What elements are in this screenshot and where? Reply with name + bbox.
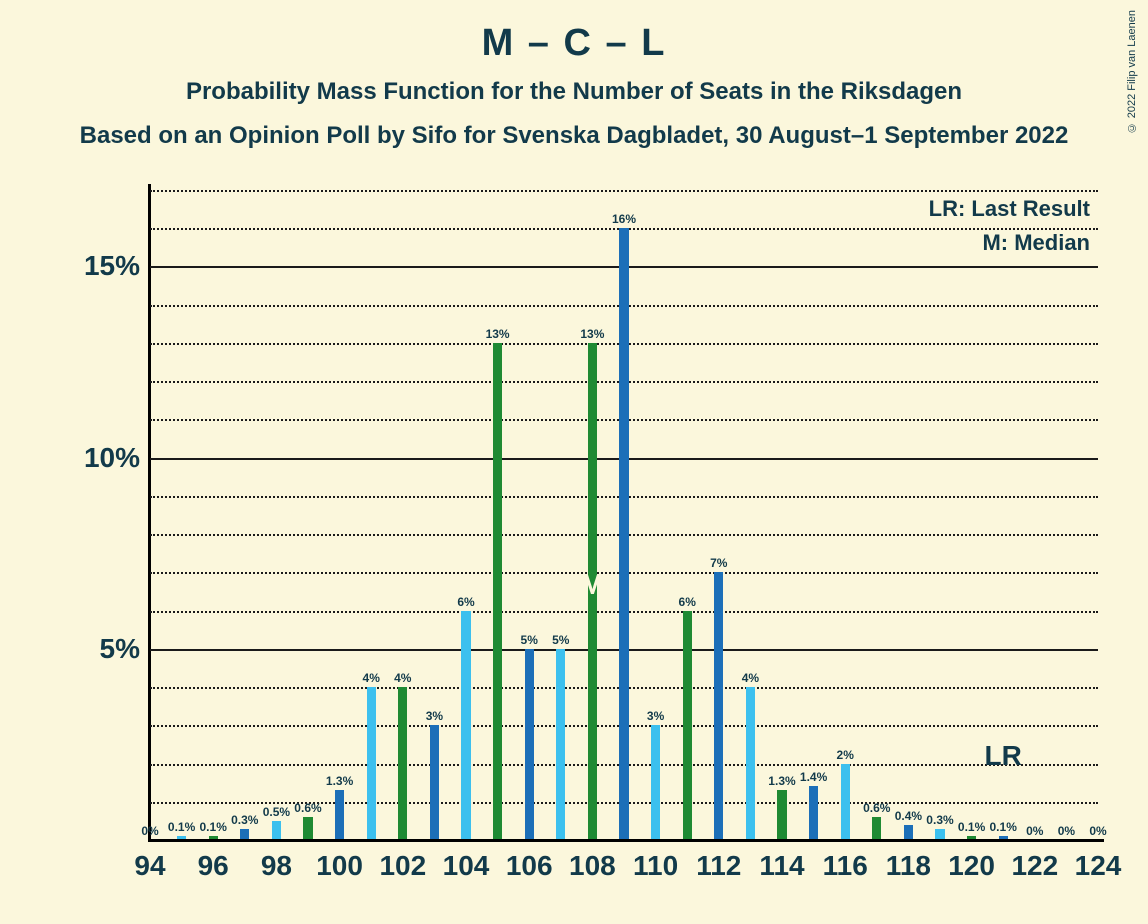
bar: 1.4%	[809, 786, 818, 840]
bar-value-label: 0.5%	[263, 805, 290, 821]
y-axis-label: 15%	[84, 250, 150, 282]
x-axis-label: 122	[1011, 850, 1058, 882]
bar-value-label: 2%	[837, 748, 854, 764]
x-axis-label: 104	[443, 850, 490, 882]
chart-subtitle-2: Based on an Opinion Poll by Sifo for Sve…	[0, 122, 1148, 150]
y-axis-label: 5%	[100, 633, 150, 665]
bar-value-label: 13%	[580, 327, 604, 343]
x-axis-label: 112	[696, 850, 741, 882]
bar: 1.3%	[335, 790, 344, 840]
bar-value-label: 16%	[612, 212, 636, 228]
bar: 16%	[619, 228, 628, 840]
bar-value-label: 4%	[394, 671, 411, 687]
bar-value-label: 0%	[141, 824, 158, 840]
x-axis-line	[148, 839, 1104, 842]
bar-value-label: 0.1%	[990, 820, 1017, 836]
chart-subtitle-1: Probability Mass Function for the Number…	[0, 78, 1148, 106]
bar-value-label: 0%	[1058, 824, 1075, 840]
x-axis-label: 96	[198, 850, 229, 882]
gridline-minor	[150, 190, 1098, 192]
x-axis-label: 120	[948, 850, 995, 882]
bar: 0.5%	[272, 821, 281, 840]
bar: 4%	[367, 687, 376, 840]
x-axis-label: 116	[823, 850, 868, 882]
bar-value-label: 4%	[363, 671, 380, 687]
bar-value-label: 3%	[647, 709, 664, 725]
x-axis-label: 106	[506, 850, 553, 882]
bar-value-label: 5%	[552, 633, 569, 649]
bar-value-label: 1.3%	[326, 774, 353, 790]
bar-value-label: 0.6%	[294, 801, 321, 817]
x-axis-label: 108	[569, 850, 616, 882]
bar-value-label: 3%	[426, 709, 443, 725]
bar: 4%	[398, 687, 407, 840]
bar: 3%	[430, 725, 439, 840]
bar: 4%	[746, 687, 755, 840]
chart-title: M – C – L	[0, 22, 1148, 65]
bar: 2%	[841, 764, 850, 840]
bar-value-label: 6%	[457, 595, 474, 611]
bar: 3%	[651, 725, 660, 840]
legend-last-result: LR: Last Result	[929, 196, 1090, 222]
bar-value-label: 0.3%	[231, 813, 258, 829]
bar-value-label: 5%	[521, 633, 538, 649]
bar-value-label: 0.3%	[926, 813, 953, 829]
bar: 6%	[461, 611, 470, 840]
last-result-marker: LR	[985, 740, 1022, 772]
x-axis-label: 100	[316, 850, 363, 882]
x-axis-label: 118	[886, 850, 931, 882]
bar: 7%	[714, 572, 723, 840]
bar: 6%	[683, 611, 692, 840]
bar: 5%	[525, 649, 534, 840]
x-axis-label: 94	[134, 850, 165, 882]
bar: 0.6%	[872, 817, 881, 840]
y-axis-label: 10%	[84, 442, 150, 474]
bar-value-label: 0.4%	[895, 809, 922, 825]
bar-value-label: 7%	[710, 556, 727, 572]
bar-value-label: 0.1%	[958, 820, 985, 836]
bar-value-label: 1.4%	[800, 770, 827, 786]
x-axis-label: 102	[379, 850, 426, 882]
bar-value-label: 0%	[1089, 824, 1106, 840]
x-axis-label: 114	[759, 850, 804, 882]
x-axis-label: 124	[1075, 850, 1122, 882]
x-axis-label: 98	[261, 850, 292, 882]
bar: 0.4%	[904, 825, 913, 840]
x-axis-label: 110	[633, 850, 678, 882]
copyright-text: © 2022 Filip van Laenen	[1126, 10, 1138, 133]
bar-value-label: 13%	[486, 327, 510, 343]
bar: 5%	[556, 649, 565, 840]
bar-value-label: 1.3%	[768, 774, 795, 790]
bar-value-label: 0.1%	[168, 820, 195, 836]
bar: 0.6%	[303, 817, 312, 840]
legend-median: M: Median	[982, 230, 1090, 256]
bar-value-label: 0.1%	[200, 820, 227, 836]
median-marker: M	[581, 569, 604, 601]
chart-plot-area: 5%10%15%94969810010210410610811011211411…	[150, 190, 1098, 840]
bar: 13%	[493, 343, 502, 840]
bar-value-label: 4%	[742, 671, 759, 687]
bar-value-label: 0%	[1026, 824, 1043, 840]
bar-value-label: 6%	[679, 595, 696, 611]
bar-value-label: 0.6%	[863, 801, 890, 817]
bar: 1.3%	[777, 790, 786, 840]
